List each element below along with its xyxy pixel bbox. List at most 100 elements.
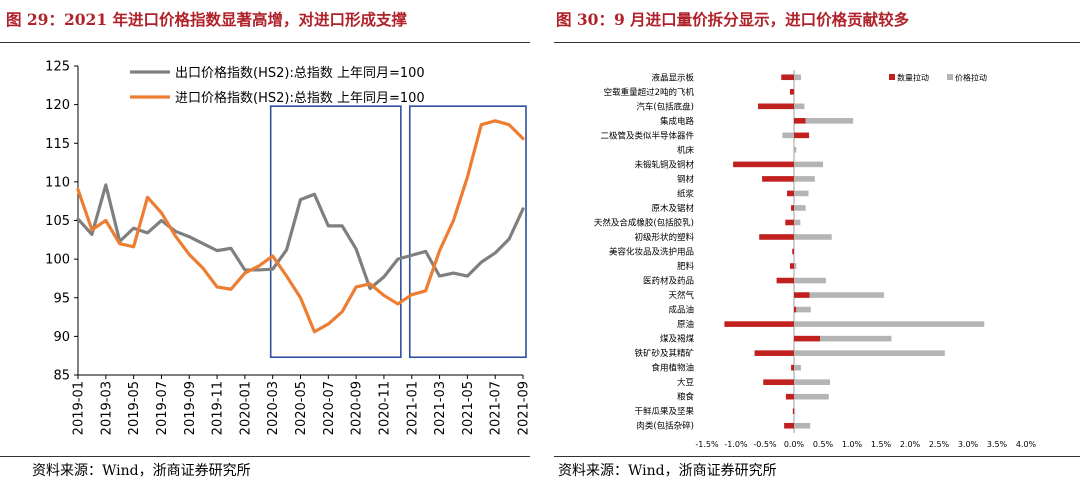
category-label: 天然及合成橡胶(包括胶乳) — [594, 217, 694, 228]
category-label: 医药材及药品 — [643, 276, 694, 287]
price-bar — [794, 408, 796, 415]
quantity-bar — [733, 161, 794, 168]
category-label: 纸浆 — [677, 188, 695, 199]
y-tick-label: 110 — [45, 175, 70, 190]
price-bar — [794, 161, 823, 168]
category-label: 原油 — [677, 319, 694, 330]
left-figure: 图 29：2021 年进口价格指数显著高增，对进口形成支撑 85 90 95 100 1… — [0, 0, 532, 497]
y-tick-label: 100 — [45, 253, 70, 268]
x-tick-label: 2020-07 — [322, 381, 337, 435]
highlight-box-2 — [408, 105, 527, 359]
category-label: 美容化妆品及洗护用品 — [609, 247, 694, 258]
y-tick-label: 85 — [53, 369, 70, 384]
category-label: 大豆 — [677, 377, 694, 388]
category-label: 集成电路 — [660, 116, 695, 127]
x-tick-label: 0.5% — [813, 440, 834, 449]
x-tick-label: -1.0% — [724, 440, 748, 449]
price-bar — [794, 321, 985, 327]
price-bar — [794, 422, 811, 429]
x-tick-label: 1.0% — [842, 440, 863, 449]
x-tick-label: 3.0% — [958, 440, 979, 449]
right-figure: 图 30：9 月进口量价拆分显示，进口价格贡献较多 -1.5% -1.0% -0.5… — [554, 0, 1080, 497]
price-bar — [794, 147, 797, 153]
category-label: 未锻轧铜及铜材 — [634, 159, 694, 170]
x-tick-label: 2019-09 — [183, 381, 198, 435]
source-note: 资料来源：Wind，浙商证券研究所 — [32, 463, 251, 479]
legend-swatch — [947, 74, 953, 80]
x-tick-label: 2021-05 — [461, 381, 476, 435]
price-bar — [794, 190, 809, 197]
x-tick-label: 2020-09 — [350, 381, 365, 435]
price-bar — [794, 103, 805, 110]
price-bar — [794, 234, 832, 240]
category-label: 粮食 — [677, 392, 695, 403]
quantity-bar — [759, 234, 794, 240]
figure-title: 图 29：2021 年进口价格指数显著高增，对进口形成支撑 — [6, 10, 408, 29]
x-tick-label: 3.5% — [987, 440, 1008, 449]
price-bar — [794, 74, 801, 81]
category-label: 二极管及类似半导体器件 — [600, 130, 694, 141]
price-bar — [794, 205, 806, 211]
bottom-rule — [554, 456, 1080, 457]
x-tick-label: 2019-07 — [155, 381, 170, 435]
x-tick-label: 1.5% — [871, 440, 892, 449]
price-bar — [794, 176, 815, 182]
category-label: 钢材 — [677, 174, 695, 185]
legend-label: 数量拉动 — [897, 73, 929, 83]
quantity-bar — [776, 277, 794, 284]
x-tick-label: 2020-03 — [266, 381, 281, 435]
legend-swatch — [889, 74, 895, 80]
y-tick-label: 120 — [45, 98, 70, 113]
x-tick-label: 2019-11 — [211, 381, 226, 435]
quantity-bar — [794, 132, 810, 139]
category-label: 铁矿砂及其精矿 — [634, 348, 694, 359]
quantity-bar — [792, 248, 794, 255]
legend-label: 价格拉动 — [955, 73, 987, 83]
category-label: 成品油 — [668, 305, 694, 316]
x-tick-label: 2019-01 — [72, 381, 87, 435]
y-tick-label: 125 — [45, 60, 70, 75]
x-tick-label: 2021-07 — [489, 381, 504, 435]
import-price-line — [76, 119, 525, 334]
quantity-bar — [794, 118, 806, 124]
category-label: 原木及锯材 — [651, 203, 694, 214]
bottom-rule — [0, 456, 530, 457]
x-tick-label: -1.5% — [695, 440, 719, 449]
quantity-bar — [794, 335, 821, 342]
legend-label: 进口价格指数(HS2):总指数 上年同月=100 — [175, 90, 425, 106]
category-label: 肥料 — [677, 261, 695, 272]
quantity-bar — [762, 176, 794, 182]
quantity-bar — [758, 103, 794, 110]
quantity-bar — [784, 422, 794, 429]
quantity-bar — [791, 205, 794, 211]
y-tick-label: 90 — [53, 330, 70, 345]
x-tick-label: 2.0% — [900, 440, 921, 449]
x-tick-label: 2020-11 — [377, 381, 392, 435]
price-bar — [794, 364, 801, 371]
bar-chart: -1.5% -1.0% -0.5% 0.0% 0.5% 1.0% 1.5% 2.0% 2.5% 3… — [594, 70, 1037, 449]
category-label: 肉类(包括杂碎) — [636, 421, 694, 432]
x-tick-label: 2020-01 — [238, 381, 253, 435]
x-tick-label: 2021-03 — [433, 381, 448, 435]
quantity-bar — [785, 219, 794, 226]
quantity-bar — [724, 321, 794, 327]
price-bar — [782, 132, 794, 139]
x-tick-label: 2020-05 — [294, 381, 309, 435]
price-bar — [794, 277, 826, 284]
category-label: 天然气 — [668, 290, 694, 301]
x-tick-label: 0.0% — [784, 440, 805, 449]
highlight-box-1 — [269, 105, 402, 359]
category-label: 食用植物油 — [651, 363, 694, 374]
x-tick-label: 2019-05 — [127, 381, 142, 435]
quantity-bar — [787, 190, 794, 197]
x-tick-label: 2021-09 — [517, 381, 532, 435]
price-bar — [796, 306, 811, 313]
quantity-bar — [754, 350, 794, 356]
price-bar — [805, 118, 854, 124]
source-note: 资料来源：Wind，浙商证券研究所 — [558, 463, 777, 479]
quantity-bar — [791, 364, 794, 371]
line-chart: 85 90 95 100 105 110 115 120 125 2019-01 2019-03 20… — [45, 60, 532, 436]
price-bar — [794, 393, 829, 400]
category-label: 汽车(包括底盘) — [636, 101, 694, 112]
legend-label: 出口价格指数(HS2):总指数 上年同月=100 — [175, 65, 425, 81]
